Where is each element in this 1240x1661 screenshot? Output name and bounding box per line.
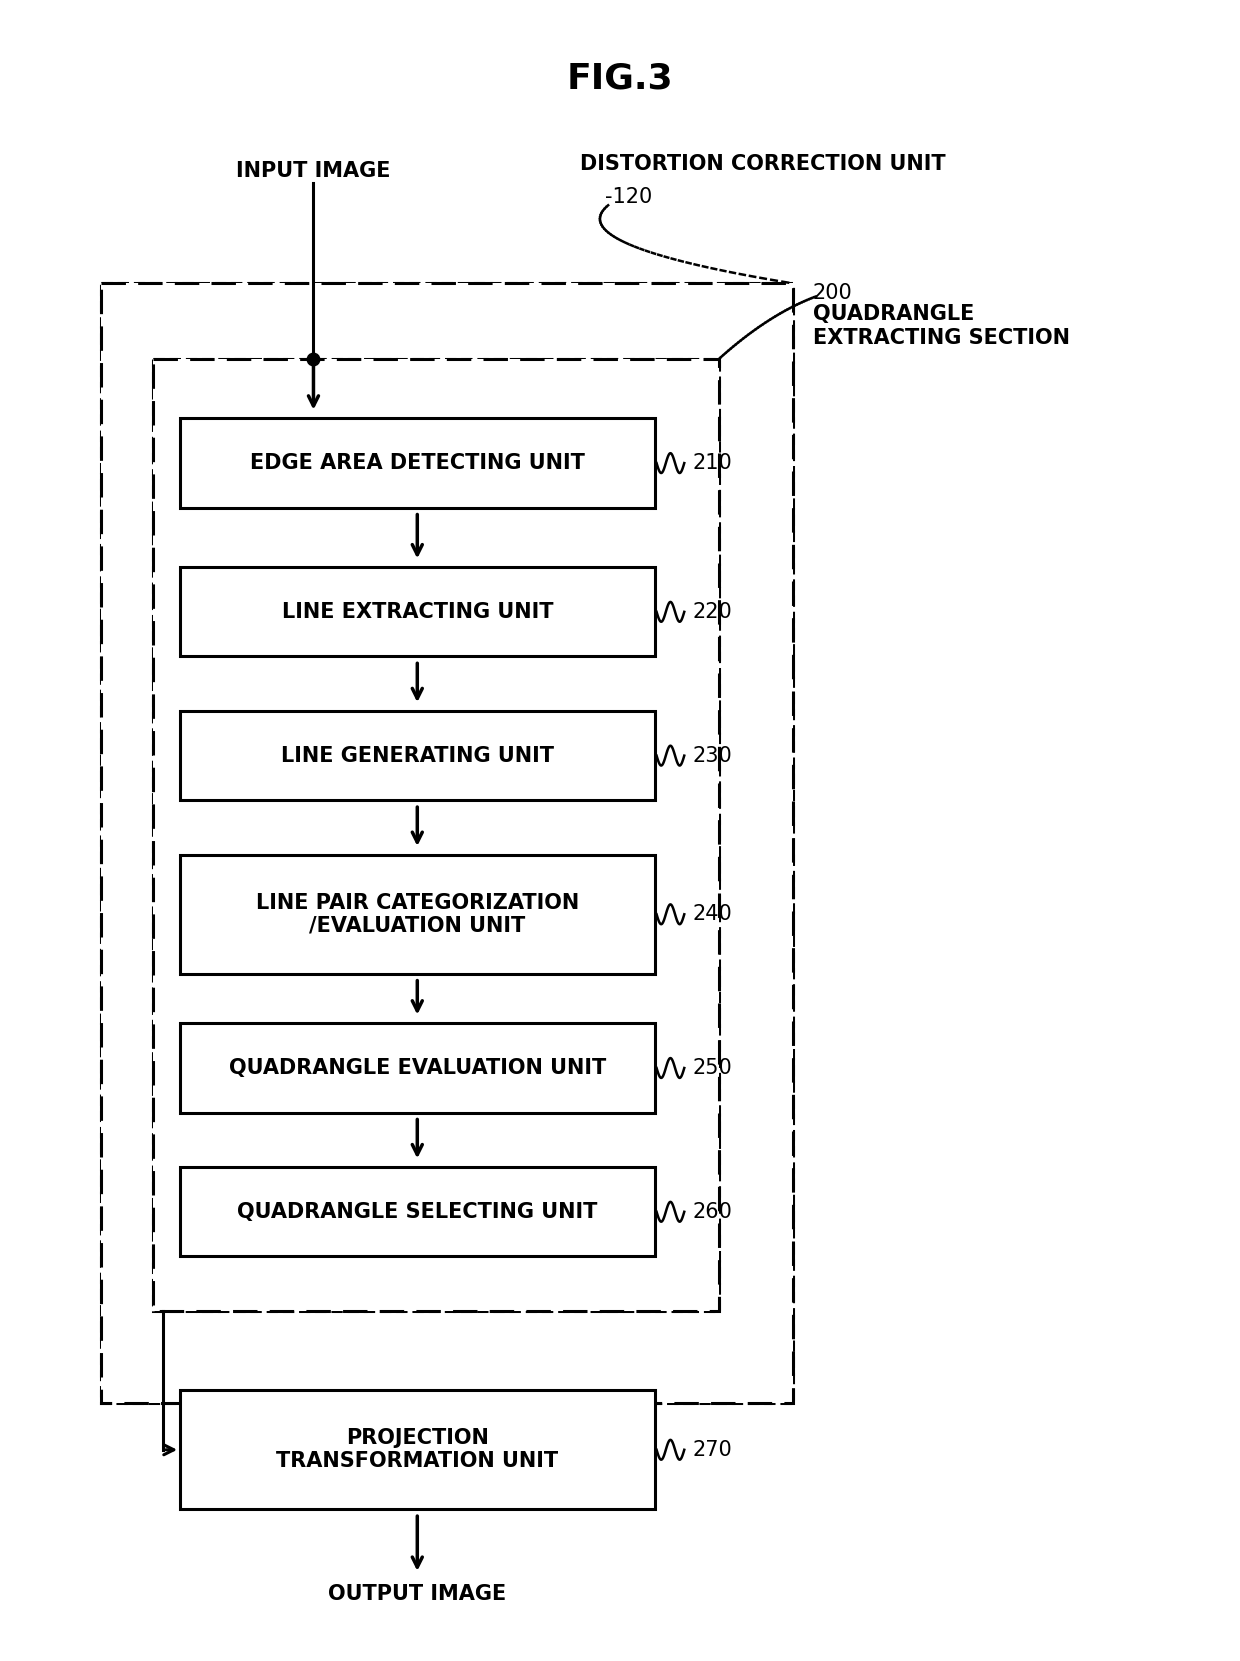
Text: 200: 200 [812, 282, 853, 302]
Bar [154, 359, 719, 1311]
Bar [180, 1023, 655, 1113]
Bar [180, 855, 655, 973]
Text: -120: -120 [605, 188, 652, 208]
Bar [180, 1390, 655, 1510]
Text: QUADRANGLE
EXTRACTING SECTION: QUADRANGLE EXTRACTING SECTION [812, 304, 1070, 347]
Bar [180, 419, 655, 508]
Text: PROJECTION
TRANSFORMATION UNIT: PROJECTION TRANSFORMATION UNIT [277, 1428, 558, 1472]
Bar [180, 711, 655, 801]
Text: 210: 210 [692, 453, 732, 473]
Text: 270: 270 [692, 1440, 732, 1460]
Text: QUADRANGLE SELECTING UNIT: QUADRANGLE SELECTING UNIT [237, 1203, 598, 1222]
Text: FIG.3: FIG.3 [567, 61, 673, 95]
Bar [180, 1168, 655, 1256]
Bar [154, 359, 719, 1311]
Bar [180, 566, 655, 656]
Text: INPUT IMAGE: INPUT IMAGE [237, 161, 391, 181]
Text: 250: 250 [692, 1058, 732, 1078]
Bar [100, 282, 794, 1404]
Bar [154, 359, 719, 1311]
Text: QUADRANGLE EVALUATION UNIT: QUADRANGLE EVALUATION UNIT [228, 1058, 606, 1078]
Text: 260: 260 [692, 1203, 732, 1222]
Text: 220: 220 [692, 601, 732, 621]
Text: LINE EXTRACTING UNIT: LINE EXTRACTING UNIT [281, 601, 553, 621]
Text: DISTORTION CORRECTION UNIT: DISTORTION CORRECTION UNIT [580, 154, 946, 174]
Bar [100, 282, 794, 1404]
Bar [100, 282, 794, 1404]
Text: LINE PAIR CATEGORIZATION
/EVALUATION UNIT: LINE PAIR CATEGORIZATION /EVALUATION UNI… [255, 892, 579, 935]
Text: LINE GENERATING UNIT: LINE GENERATING UNIT [280, 746, 554, 766]
Text: 230: 230 [692, 746, 732, 766]
Text: OUTPUT IMAGE: OUTPUT IMAGE [329, 1583, 506, 1603]
Text: EDGE AREA DETECTING UNIT: EDGE AREA DETECTING UNIT [249, 453, 585, 473]
Text: 240: 240 [692, 904, 732, 924]
